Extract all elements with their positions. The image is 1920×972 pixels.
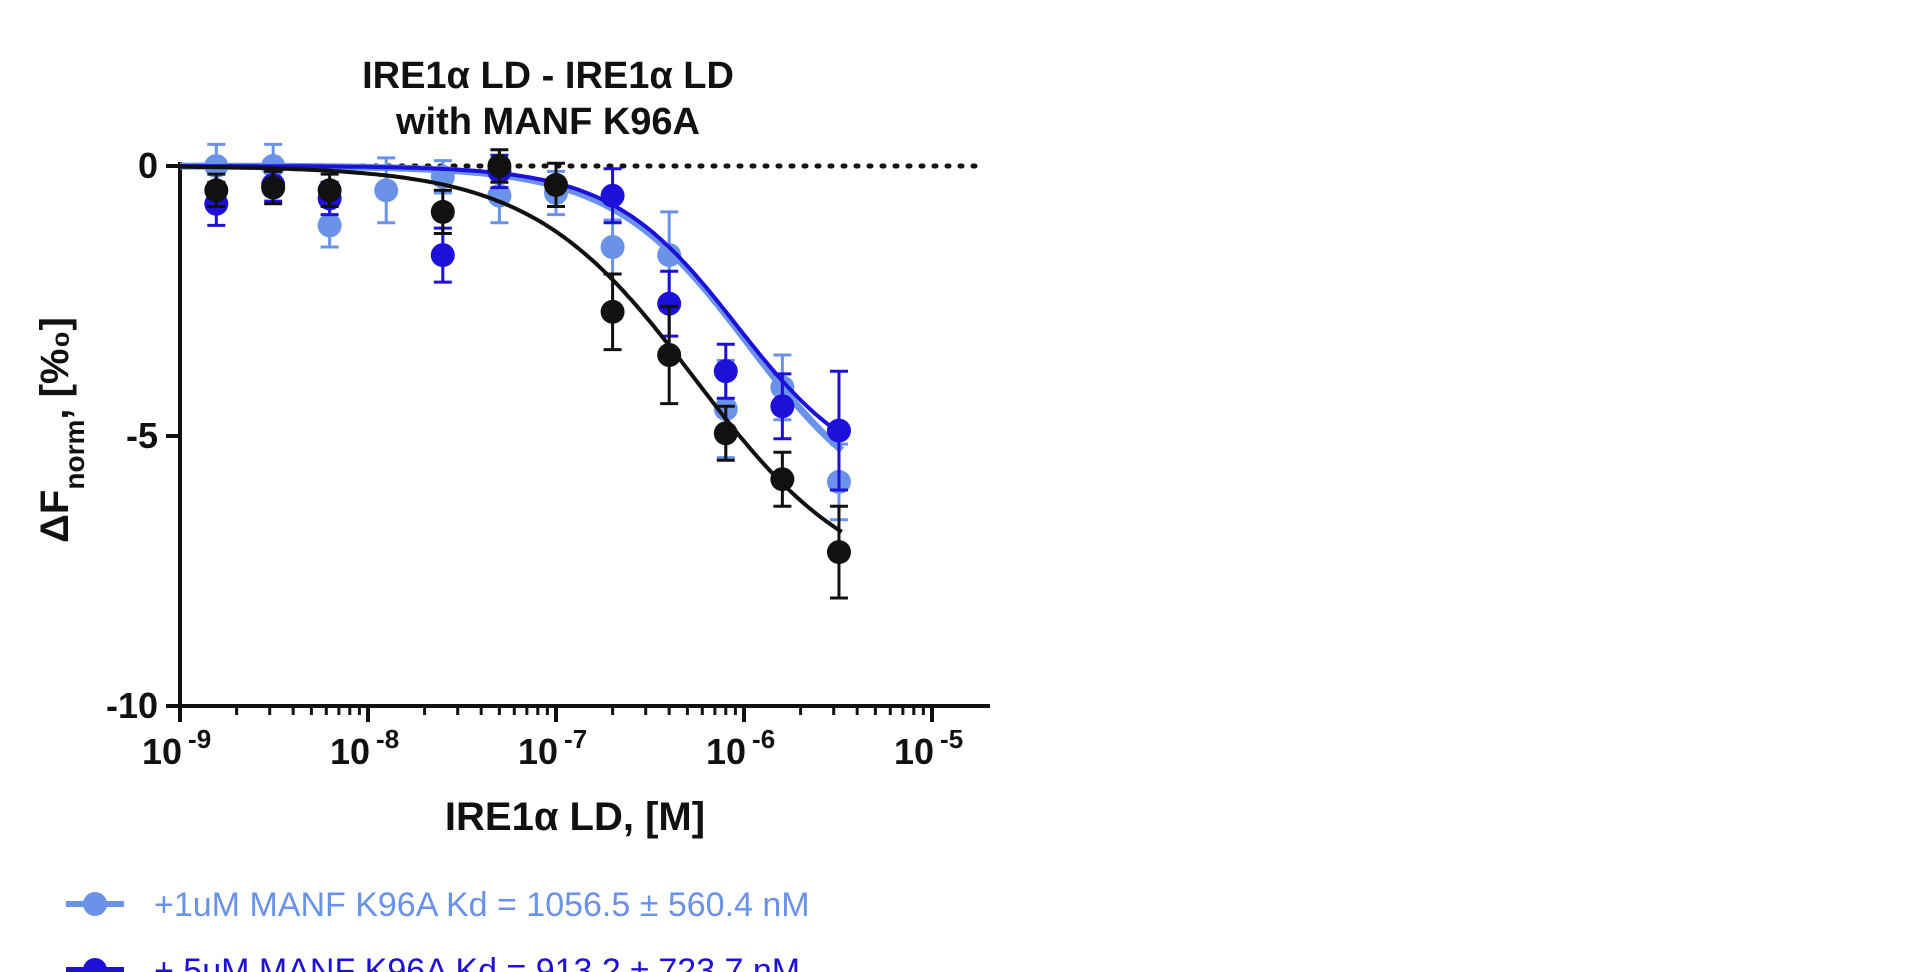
data-point [317,213,342,238]
data-point [770,394,795,419]
x-tick-exponent: -7 [564,724,587,754]
y-axis-title-sub: norm [59,420,90,490]
x-tick-label: 10 -8 [330,724,399,772]
x-tick-label: 10 -6 [706,724,775,772]
y-axis-title-main: ΔF [33,490,77,543]
chart-title: IRE1α LD - IRE1α LD [362,55,734,97]
x-tick-base: 10 [706,731,746,772]
data-point [826,418,851,443]
data-point [657,343,682,367]
data-point [374,178,399,203]
legend-label: + 5uM MANF K96A Kd = 913.2 ± 723.7 nM [154,952,800,972]
data-point [600,183,625,208]
data-point [600,299,625,324]
data-point [261,175,286,200]
x-tick-base: 10 [330,731,370,772]
data-point [713,421,738,446]
data-point [657,243,682,268]
legend: +1uM MANF K96A Kd = 1056.5 ± 560.4 nM + 5… [66,886,810,972]
data-point [430,243,455,268]
legend-marker [83,892,107,916]
x-tick-base: 10 [142,731,182,772]
data-point [600,235,625,259]
data-point [317,178,342,203]
data-point [544,172,568,197]
data-point [487,183,512,208]
y-tick-label: 0 [138,145,158,186]
x-axis-title: IRE1α LD, [M] [445,795,705,839]
x-tick-exponent: -8 [376,724,399,754]
data-point [826,540,851,565]
data-point [487,154,512,178]
y-tick-label: -5 [126,415,158,456]
y-axis-title: ΔFnorm, [%₀] [33,317,90,543]
chart-subtitle: with MANF K96A [395,101,700,143]
legend-marker [83,958,107,972]
data-point [204,178,229,203]
x-tick-exponent: -5 [940,724,963,754]
legend-label: +1uM MANF K96A Kd = 1056.5 ± 560.4 nM [154,886,810,924]
x-tick-exponent: -6 [752,724,775,754]
x-tick-label: 10 -9 [142,724,211,772]
fit-curve [180,164,843,534]
data-point [713,359,738,384]
x-tick-label: 10 -7 [518,724,587,772]
y-axis-title-unit: , [%₀] [33,317,77,419]
x-tick-exponent: -9 [188,724,211,754]
y-tick-label: -10 [106,685,158,726]
data-point [430,199,455,224]
x-tick-base: 10 [518,731,558,772]
x-tick-label: 10 -5 [894,724,963,772]
data-point [770,467,795,492]
x-tick-base: 10 [894,731,934,772]
fit-curve [180,162,845,453]
data-point [657,291,682,316]
